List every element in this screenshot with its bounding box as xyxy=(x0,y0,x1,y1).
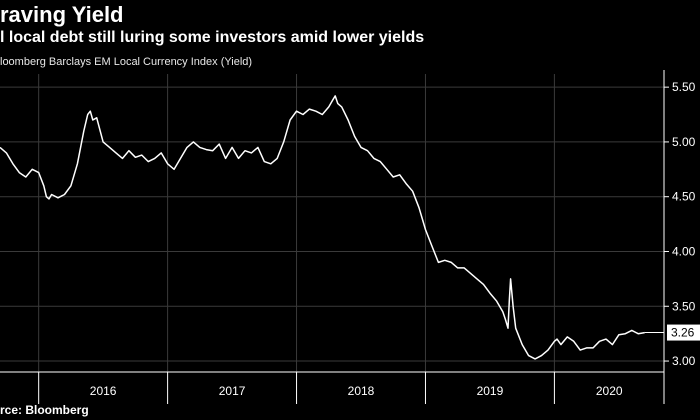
series-group xyxy=(0,95,645,360)
y-tick-label: 4.50 xyxy=(672,190,696,204)
y-axis: 3.00 3.50 4.00 4.50 5.00 5.50 xyxy=(663,70,696,404)
y-tick-label: 5.50 xyxy=(672,80,696,94)
source-note: rce: Bloomberg xyxy=(0,403,89,417)
chart-subtitle: l local debt still luring some investors… xyxy=(0,29,425,46)
x-tick-label: 2019 xyxy=(477,384,504,398)
y-tick-label: 5.00 xyxy=(672,135,696,149)
x-tick-label: 2017 xyxy=(219,384,246,398)
x-tick-label: 2018 xyxy=(348,384,375,398)
last-value-label: 3.26 xyxy=(671,326,695,340)
gridlines xyxy=(0,74,664,372)
x-tick-label: 2020 xyxy=(596,384,623,398)
y-tick-label: 4.00 xyxy=(672,244,696,258)
y-tick-label: 3.50 xyxy=(672,299,696,313)
x-axis: 2016 2017 2018 2019 2020 xyxy=(0,371,664,404)
last-value-marker: 3.26 xyxy=(644,324,700,341)
last-value-box xyxy=(667,324,700,341)
y-tick-label: 3.00 xyxy=(672,354,696,368)
series-label: loomberg Barclays EM Local Currency Inde… xyxy=(0,56,253,68)
series-line xyxy=(0,95,645,360)
x-tick-label: 2016 xyxy=(90,384,117,398)
chart-title: raving Yield xyxy=(0,2,124,27)
